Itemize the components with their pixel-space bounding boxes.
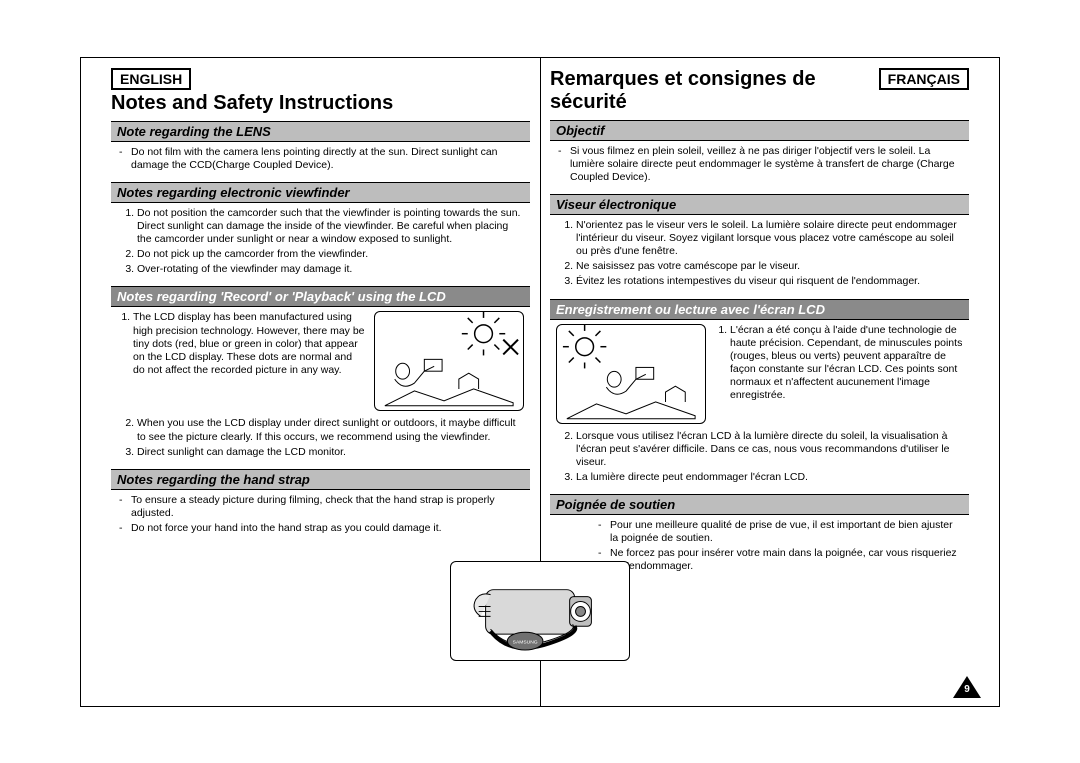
section-heading-lens: Note regarding the LENS	[111, 121, 530, 142]
section-body-lens: Do not film with the camera lens pointin…	[111, 142, 530, 178]
list-item: L'écran a été conçu à l'aide d'une techn…	[730, 324, 963, 403]
sunlight-camcorder-illustration-fr	[556, 324, 706, 424]
list-item: To ensure a steady picture during filmin…	[131, 494, 524, 520]
list-item: Do not film with the camera lens pointin…	[131, 146, 524, 172]
ecran-lcd-text: L'écran a été conçu à l'aide d'une techn…	[714, 324, 963, 405]
language-label-francais: FRANÇAIS	[879, 68, 969, 90]
list-item: Do not force your hand into the hand str…	[131, 522, 524, 535]
section-body-viseur: N'orientez pas le viseur vers le soleil.…	[550, 215, 969, 295]
hand-strap-illustration: SAMSUNG	[450, 561, 630, 661]
list-item: Ne forcez pas pour insérer votre main da…	[610, 547, 963, 573]
section-heading-viseur: Viseur électronique	[550, 194, 969, 215]
section-body-ecran-lcd: L'écran a été conçu à l'aide d'une techn…	[550, 320, 969, 428]
list-item: Lorsque vous utilisez l'écran LCD à la l…	[576, 430, 963, 469]
list-item: Direct sunlight can damage the LCD monit…	[137, 446, 524, 459]
lcd-text-continued: When you use the LCD display under direc…	[111, 413, 530, 464]
page-title-english: Notes and Safety Instructions	[111, 92, 530, 115]
list-item: Over-rotating of the viewfinder may dama…	[137, 263, 524, 276]
section-heading-poignee: Poignée de soutien	[550, 494, 969, 515]
language-label-english: ENGLISH	[111, 68, 191, 90]
section-body-strap: To ensure a steady picture during filmin…	[111, 490, 530, 541]
page-number: 9	[964, 684, 970, 695]
page-number-badge: 9	[953, 676, 981, 698]
list-item: Pour une meilleure qualité de prise de v…	[610, 519, 963, 545]
section-body-objectif: Si vous filmez en plein soleil, veillez …	[550, 141, 969, 190]
triangle-icon: 9	[953, 676, 981, 698]
section-body-viewfinder: Do not position the camcorder such that …	[111, 203, 530, 283]
ecran-lcd-text-continued: Lorsque vous utilisez l'écran LCD à la l…	[550, 426, 969, 491]
list-item: The LCD display has been manufactured us…	[133, 311, 366, 377]
section-heading-viewfinder: Notes regarding electronic viewfinder	[111, 182, 530, 203]
list-item: Do not pick up the camcorder from the vi…	[137, 248, 524, 261]
hand-strap-illustration-wrap: SAMSUNG	[450, 557, 630, 661]
lcd-text: The LCD display has been manufactured us…	[117, 311, 366, 379]
sunlight-camcorder-illustration	[374, 311, 524, 411]
list-item: Ne saisissez pas votre caméscope par le …	[576, 260, 963, 273]
list-item: Do not position the camcorder such that …	[137, 207, 524, 246]
list-item: Évitez les rotations intempestives du vi…	[576, 275, 963, 288]
section-heading-ecran-lcd: Enregistrement ou lecture avec l'écran L…	[550, 299, 969, 320]
list-item: Si vous filmez en plein soleil, veillez …	[570, 145, 963, 184]
svg-text:SAMSUNG: SAMSUNG	[513, 639, 538, 645]
list-item: N'orientez pas le viseur vers le soleil.…	[576, 219, 963, 258]
list-item: La lumière directe peut endommager l'écr…	[576, 471, 963, 484]
section-heading-lcd: Notes regarding 'Record' or 'Playback' u…	[111, 286, 530, 307]
section-heading-strap: Notes regarding the hand strap	[111, 469, 530, 490]
section-heading-objectif: Objectif	[550, 120, 969, 141]
list-item: When you use the LCD display under direc…	[137, 417, 524, 443]
section-body-lcd: The LCD display has been manufactured us…	[111, 307, 530, 415]
manual-page: ENGLISH Notes and Safety Instructions No…	[80, 57, 1000, 707]
